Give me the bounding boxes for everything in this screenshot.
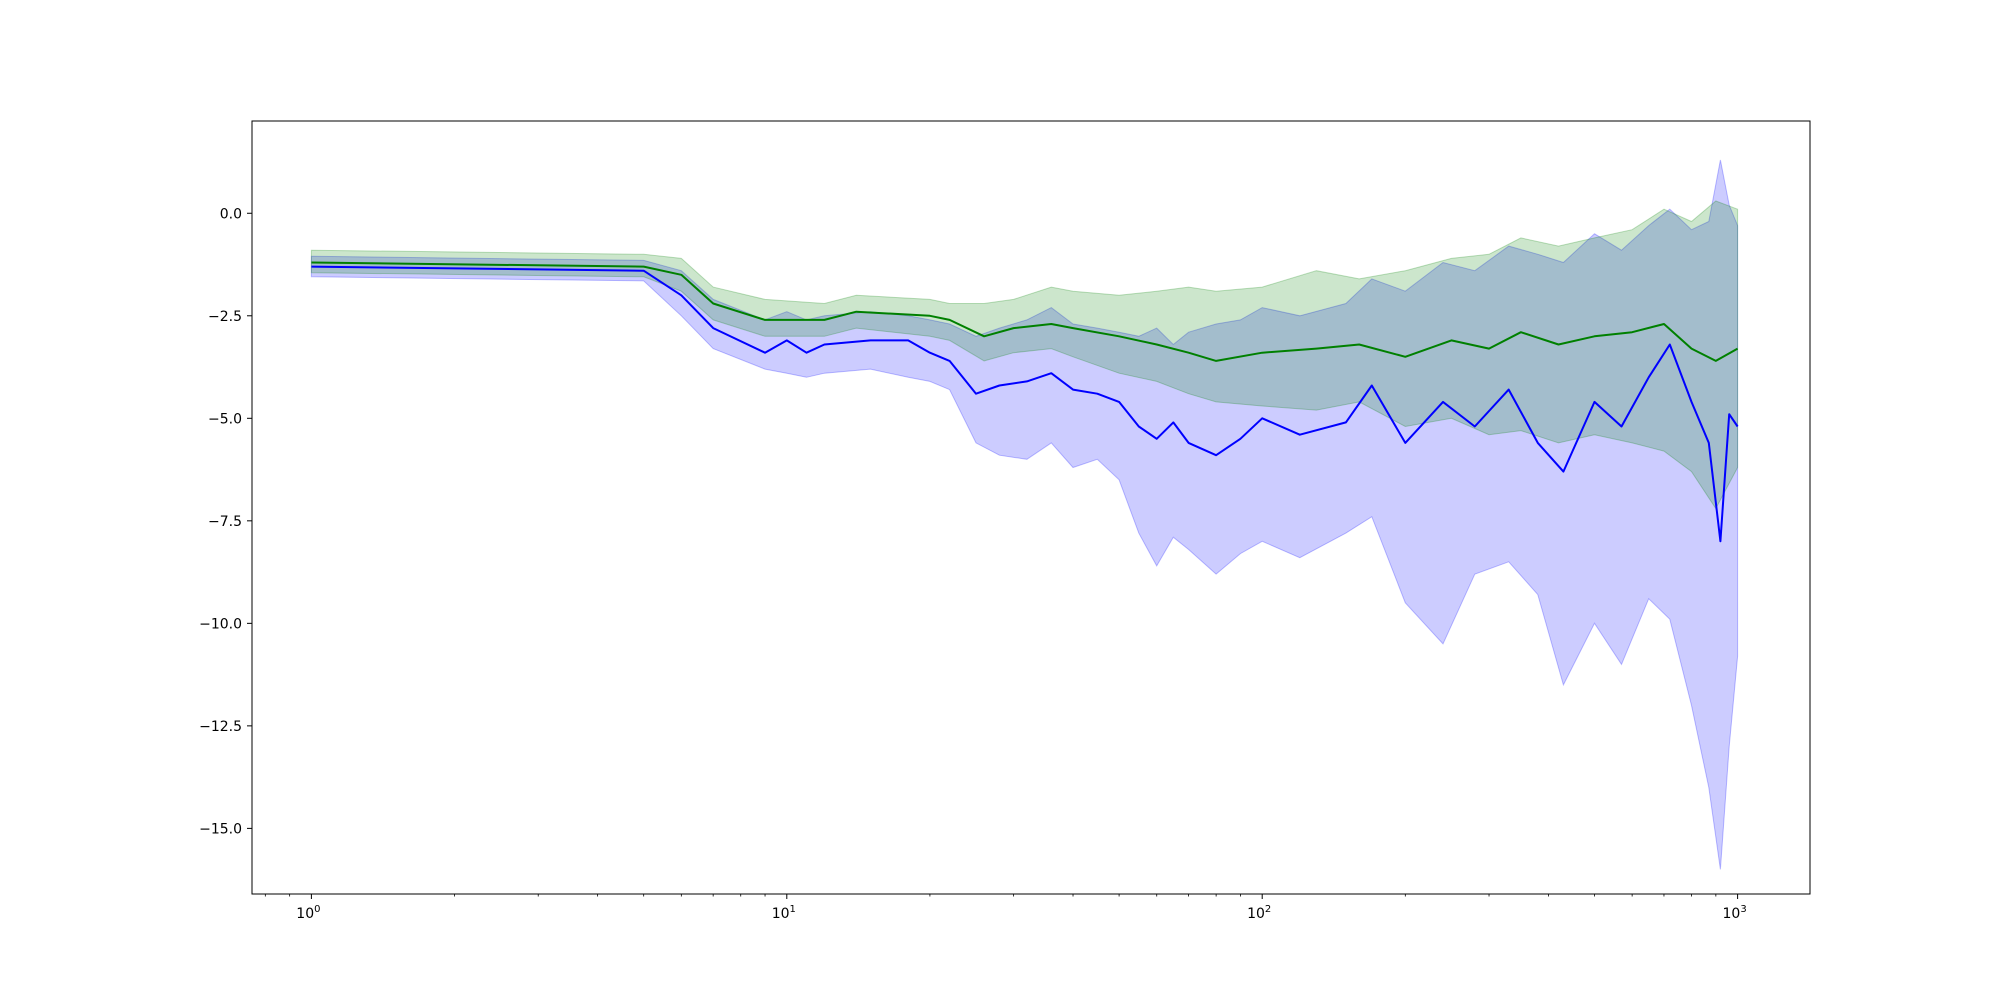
y-tick-label: −2.5 (208, 309, 242, 325)
x-tick-label: 100 (296, 904, 320, 922)
x-axis: 100 101 102 103 (264, 894, 1747, 922)
y-tick-label: −10.0 (199, 616, 242, 632)
series-1-line (311, 265, 1739, 543)
plot-area (310, 159, 1739, 870)
confidence-bands (310, 159, 1739, 870)
y-tick-label: −12.5 (199, 719, 242, 735)
x-tick-label: 101 (772, 904, 796, 922)
y-tick-label: −5.0 (208, 411, 242, 427)
series-1-band (310, 159, 1739, 870)
series-2-line (311, 261, 1739, 362)
x-tick-label: 103 (1723, 904, 1747, 922)
series-lines (311, 261, 1739, 543)
axes-frame (251, 120, 1811, 895)
y-tick-label: −7.5 (208, 514, 242, 530)
x-tick-label: 102 (1247, 904, 1271, 922)
y-tick-label: 0.0 (220, 206, 242, 222)
y-tick-label: −15.0 (199, 821, 242, 837)
series-2-band (310, 200, 1739, 510)
y-axis: 0.0 −2.5 −5.0 −7.5 −10.0 −12.5 −15.0 (199, 206, 252, 837)
